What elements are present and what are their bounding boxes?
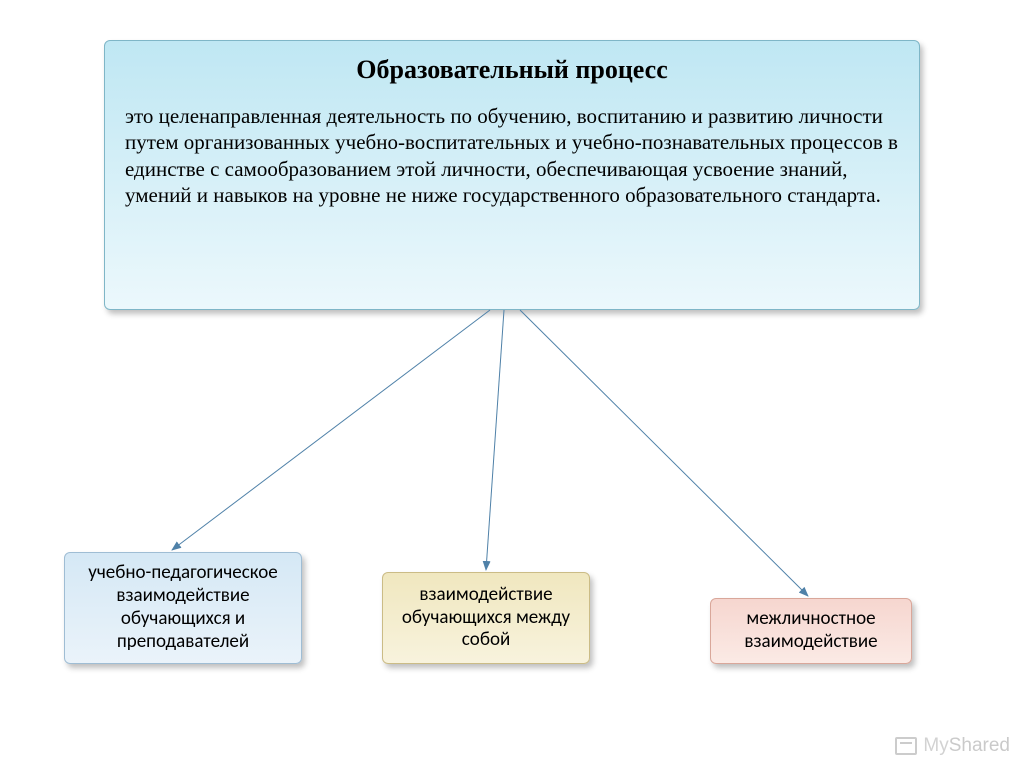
child-label: взаимодействие обучающихся между собой	[391, 584, 581, 652]
watermark-right: Shared	[949, 735, 1010, 756]
presentation-icon	[895, 737, 917, 755]
child-box-3: межличностное взаимодействие	[710, 598, 912, 664]
child-box-2: взаимодействие обучающихся между собой	[382, 572, 590, 664]
watermark: MyShared	[895, 735, 1010, 757]
edge-1	[172, 310, 490, 550]
definition-title: Образовательный процесс	[125, 55, 899, 85]
watermark-left: My	[923, 735, 948, 756]
edge-3	[520, 310, 808, 596]
edge-2	[486, 310, 504, 570]
child-label: учебно-педагогическое взаимодействие обу…	[73, 562, 293, 653]
definition-description: это целенаправленная деятельность по обу…	[125, 103, 899, 208]
child-box-1: учебно-педагогическое взаимодействие обу…	[64, 552, 302, 664]
definition-box: Образовательный процесс это целенаправле…	[104, 40, 920, 310]
child-label: межличностное взаимодействие	[719, 608, 903, 654]
